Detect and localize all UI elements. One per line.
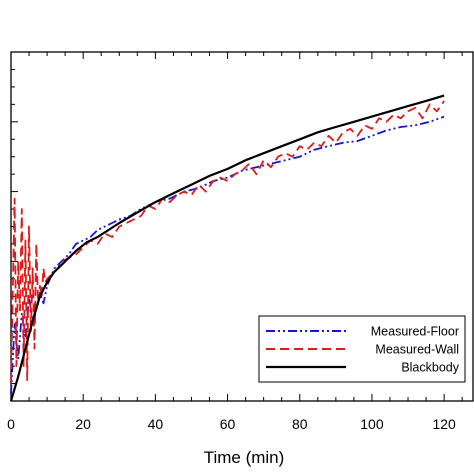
legend-label: Blackbody <box>401 361 459 375</box>
x-tick-label: 120 <box>432 416 456 432</box>
x-tick-label: 100 <box>360 416 384 432</box>
x-tick-label: 80 <box>292 416 308 432</box>
x-tick-label: 60 <box>220 416 236 432</box>
x-tick-label: 20 <box>75 416 91 432</box>
series-line-blackbody <box>9 94 445 402</box>
legend: Measured-Floor Measured-Wall Blackbody <box>258 315 466 383</box>
series-layer <box>9 94 445 402</box>
x-axis-title: Time (min) <box>204 448 285 467</box>
x-tick-label: 40 <box>148 416 164 432</box>
legend-label: Measured-Wall <box>375 343 459 357</box>
legend-label: Measured-Floor <box>371 325 459 339</box>
plot-area: 0 20 40 60 80 100 120 <box>7 51 474 432</box>
x-tick-labels: 0 20 40 60 80 100 120 <box>7 416 456 432</box>
series-line-measured-wall <box>10 100 445 384</box>
axis-ticks <box>10 51 463 402</box>
x-tick-label: 0 <box>7 416 15 432</box>
legend-box <box>258 315 466 383</box>
